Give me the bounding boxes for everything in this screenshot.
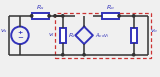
Text: $v_o$: $v_o$ [150, 27, 158, 35]
Text: $R_s$: $R_s$ [36, 3, 45, 12]
Circle shape [54, 15, 56, 17]
Text: $v_s$: $v_s$ [0, 27, 8, 35]
FancyBboxPatch shape [60, 28, 66, 43]
Circle shape [62, 15, 64, 17]
Text: −: − [17, 35, 23, 41]
FancyBboxPatch shape [102, 13, 119, 19]
Text: $v_i$: $v_i$ [48, 31, 55, 39]
Circle shape [30, 15, 33, 17]
Circle shape [62, 54, 64, 56]
Circle shape [132, 54, 135, 56]
Text: +: + [17, 30, 23, 35]
Circle shape [83, 54, 85, 56]
Circle shape [132, 15, 135, 17]
FancyBboxPatch shape [32, 13, 49, 19]
FancyBboxPatch shape [131, 28, 137, 43]
Text: $A_{vo}v_i$: $A_{vo}v_i$ [95, 31, 109, 40]
Text: $R_o$: $R_o$ [106, 3, 115, 12]
Circle shape [118, 15, 120, 17]
Text: $R_i$: $R_i$ [68, 31, 75, 40]
Circle shape [48, 15, 50, 17]
